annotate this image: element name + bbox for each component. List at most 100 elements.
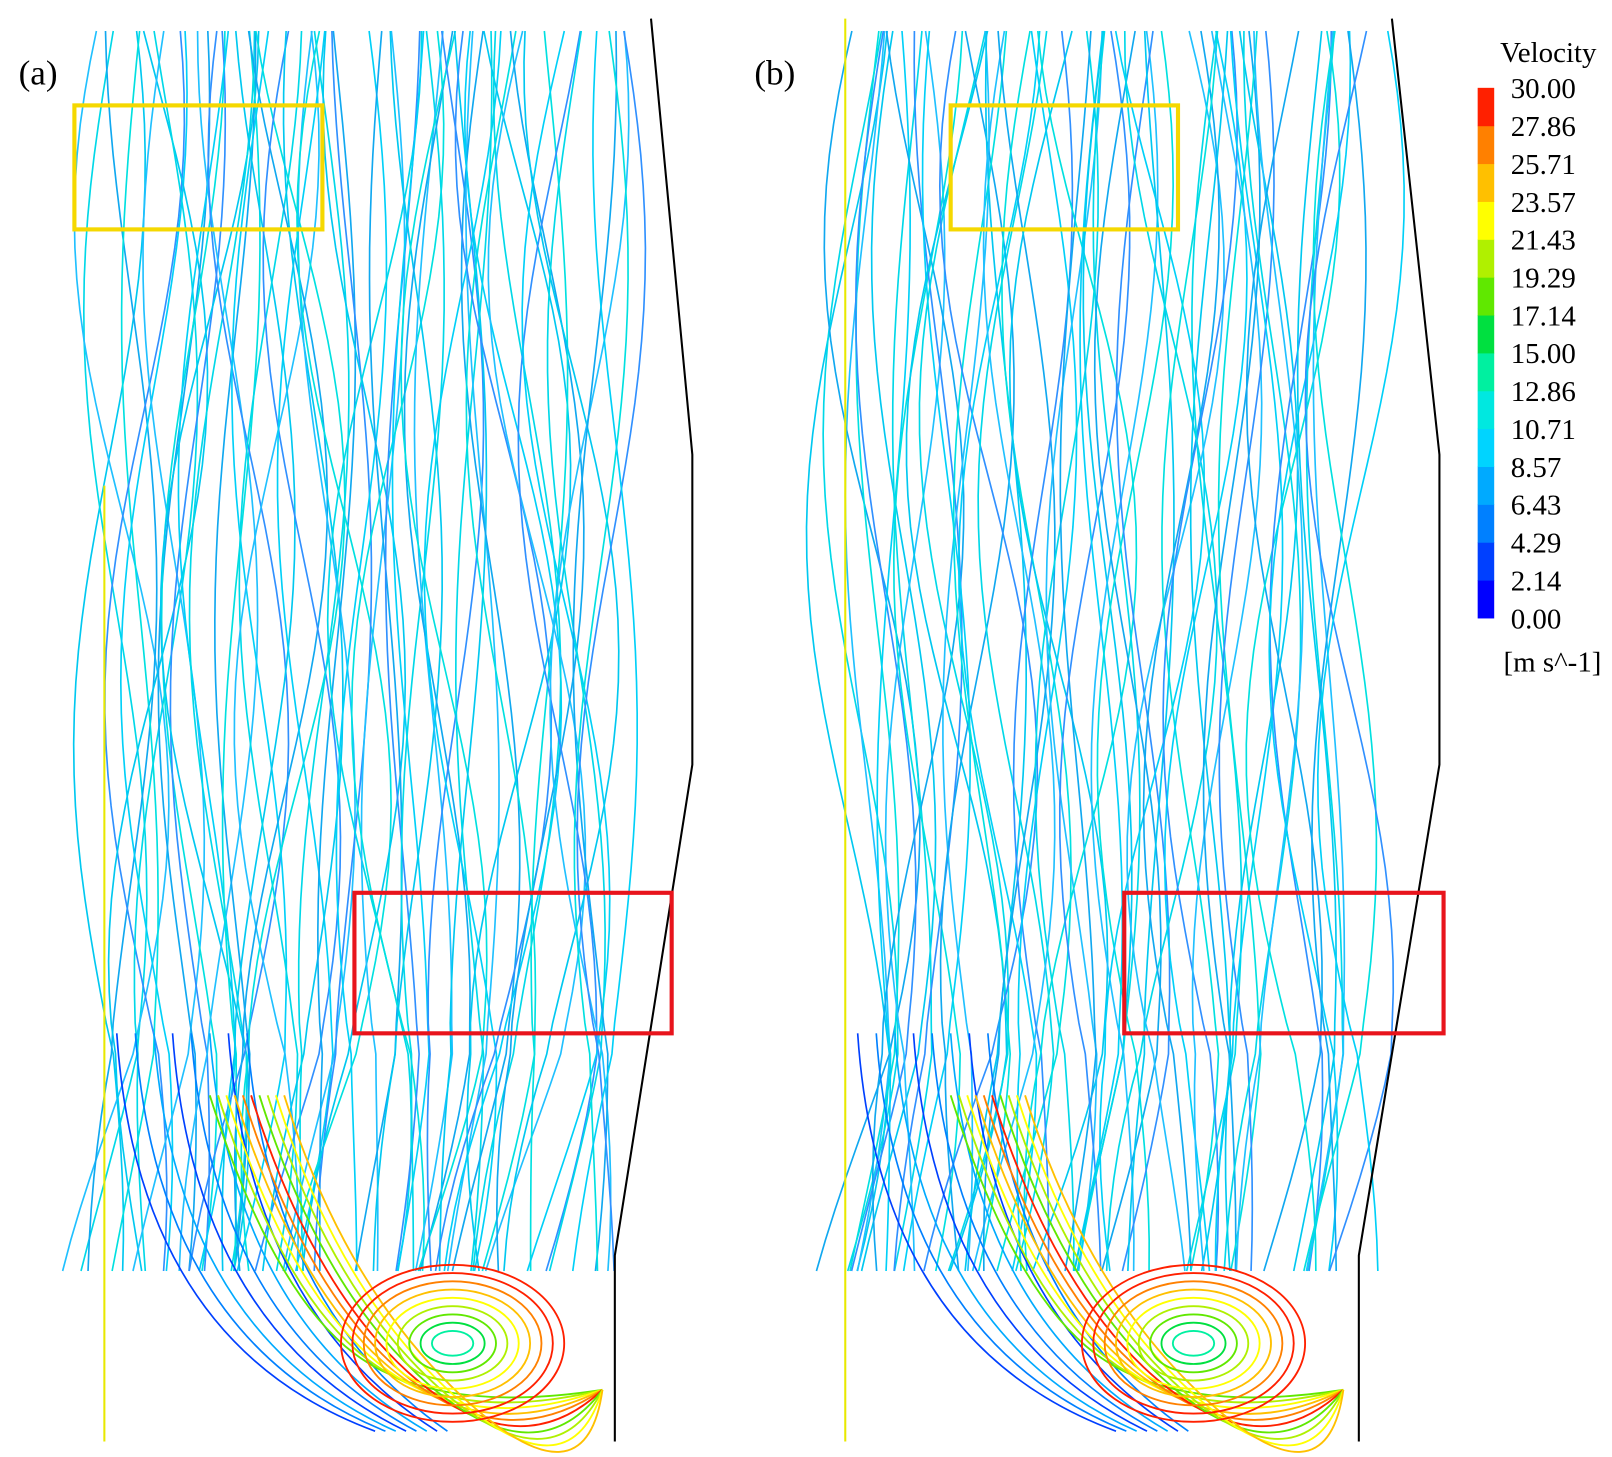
colorbar-band — [1477, 239, 1495, 278]
vortex-line — [431, 1330, 475, 1357]
panel-label: (a) — [19, 54, 58, 93]
streamline — [157, 30, 211, 1272]
colorbar-band — [1477, 315, 1495, 354]
colorbar-tick-label: 30.00 — [1511, 73, 1576, 105]
streamline — [190, 1033, 417, 1432]
streamline — [1012, 30, 1074, 1272]
streamline — [208, 1033, 428, 1432]
highlight-box — [948, 103, 1181, 232]
streamline — [884, 30, 946, 1272]
colorbar-tick-label: 0.00 — [1511, 603, 1562, 635]
streamline — [231, 30, 288, 1272]
streamline — [438, 30, 488, 1272]
streamline — [923, 30, 1039, 1272]
streamline — [282, 30, 356, 1272]
streamline — [466, 30, 572, 1272]
streamline — [1162, 30, 1238, 1272]
streamline — [413, 30, 454, 1272]
vortex-line — [351, 1272, 554, 1415]
streamline — [1090, 30, 1159, 1272]
vortex-line — [1103, 1280, 1284, 1407]
streamlines — [61, 30, 1405, 1453]
streamline — [982, 30, 1056, 1272]
streamline — [240, 30, 346, 1272]
colorbar-tick-label: 27.86 — [1511, 111, 1576, 143]
streamline — [134, 1033, 386, 1432]
colorbar-tick-label: 4.29 — [1511, 528, 1562, 560]
streamline — [1007, 1095, 1345, 1440]
streamline — [918, 30, 1010, 1272]
streamline — [254, 30, 342, 1272]
vortex-line — [1160, 1321, 1227, 1365]
colorbar-band — [1477, 87, 1495, 127]
streamline — [454, 30, 493, 1272]
streamline — [1191, 30, 1263, 1272]
domain-boundary — [613, 18, 694, 1442]
streamline — [354, 30, 403, 1272]
streamline — [572, 30, 618, 1272]
colorbar-tick-label: 23.57 — [1511, 187, 1576, 219]
vortex-line — [396, 1305, 509, 1382]
streamline — [227, 1033, 438, 1432]
streamline — [107, 30, 209, 1272]
streamline — [1023, 30, 1138, 1272]
streamline — [1076, 30, 1141, 1272]
vortex-line — [1092, 1272, 1295, 1415]
streamline — [169, 30, 227, 1272]
colorbar-tick-label: 8.57 — [1511, 452, 1562, 484]
streamline — [233, 1095, 603, 1415]
colorbar-tick-label: 19.29 — [1511, 262, 1576, 294]
streamline — [949, 1033, 1169, 1432]
colorbar-tick-label: 17.14 — [1511, 300, 1577, 332]
streamline — [1115, 30, 1171, 1272]
streamline — [871, 30, 965, 1272]
streamline — [968, 1033, 1179, 1432]
colorbar-tick-label: 6.43 — [1511, 490, 1562, 522]
streamline — [517, 30, 598, 1272]
streamline — [104, 30, 186, 1272]
streamline — [284, 30, 392, 1272]
colorbar-title: Velocity — [1500, 37, 1597, 69]
streamline — [360, 30, 406, 1272]
vortex-line — [408, 1313, 497, 1374]
streamline — [1096, 30, 1174, 1272]
highlight-box — [72, 103, 325, 232]
streamline — [465, 30, 537, 1272]
streamline — [521, 30, 611, 1272]
streamline — [571, 30, 638, 1272]
streamline — [434, 30, 553, 1272]
streamline — [301, 30, 407, 1272]
streamline — [221, 30, 261, 1272]
streamline — [233, 30, 320, 1272]
highlight-box — [1122, 890, 1446, 1036]
streamline — [1127, 30, 1175, 1272]
streamline — [1245, 30, 1341, 1272]
vortex-line — [1137, 1305, 1250, 1382]
vortex-line — [1171, 1330, 1216, 1357]
highlight-box — [352, 890, 674, 1036]
colorbar-band — [1477, 352, 1495, 392]
vortex-line — [385, 1296, 520, 1390]
streamline — [958, 30, 1041, 1272]
streamline — [1292, 30, 1337, 1272]
streamline — [964, 30, 1028, 1272]
vortex-line — [1080, 1263, 1307, 1423]
streamline — [573, 30, 629, 1272]
streamline — [1223, 30, 1302, 1272]
streamline — [1202, 30, 1261, 1272]
streamline — [844, 30, 891, 1272]
streamline — [805, 30, 891, 1272]
streamline — [1235, 30, 1304, 1272]
colorbar-tick-label: 25.71 — [1511, 149, 1576, 181]
streamline — [266, 1095, 604, 1440]
colorbar-band — [1477, 580, 1495, 619]
streamline — [876, 30, 911, 1272]
colorbar-band — [1477, 466, 1495, 505]
streamline — [1034, 30, 1099, 1272]
streamline — [335, 30, 388, 1272]
colorbar-band — [1477, 428, 1495, 467]
streamline — [400, 30, 445, 1272]
colorbar-tick-label: 21.43 — [1511, 225, 1576, 257]
